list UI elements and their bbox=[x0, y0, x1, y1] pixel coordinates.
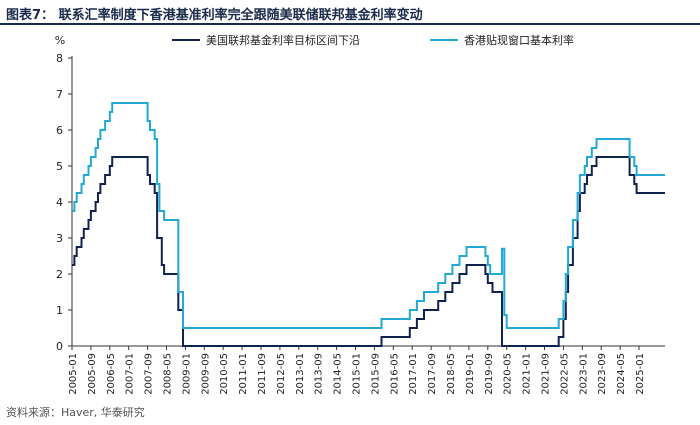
x-tick-label: 2007-09 bbox=[144, 353, 155, 395]
x-tick-label: 2019-01 bbox=[465, 353, 476, 395]
source-note: 资料来源：Haver, 华泰研究 bbox=[6, 406, 145, 419]
x-tick-label: 2009-09 bbox=[200, 353, 211, 395]
y-tick-label: 3 bbox=[56, 232, 63, 245]
x-tick-label: 2005-01 bbox=[68, 353, 79, 395]
y-tick-label: 5 bbox=[56, 160, 63, 173]
x-tick-label: 2011-01 bbox=[238, 353, 249, 395]
x-tick-label: 2023-09 bbox=[597, 353, 608, 395]
x-tick-label: 2014-05 bbox=[333, 353, 344, 395]
x-tick-label: 2012-05 bbox=[276, 353, 287, 395]
figure-title: 图表7： 联系汇率制度下香港基准利率完全跟随美联储联邦基金利率变动 bbox=[6, 8, 423, 23]
x-tick-label: 2021-09 bbox=[541, 353, 552, 395]
x-tick-label: 2017-09 bbox=[427, 353, 438, 395]
x-tick-label: 2015-01 bbox=[352, 353, 363, 395]
legend-label: 美国联邦基金利率目标区间下沿 bbox=[206, 33, 360, 47]
title-rule bbox=[0, 23, 700, 25]
x-tick-label: 2024-05 bbox=[616, 353, 627, 395]
y-axis-unit-label: % bbox=[55, 34, 65, 47]
us-fed-funds-line bbox=[72, 156, 665, 347]
y-tick-label: 8 bbox=[56, 52, 63, 65]
x-tick-label: 2019-09 bbox=[484, 353, 495, 395]
y-tick-label: 7 bbox=[56, 88, 63, 101]
x-tick-label: 2021-01 bbox=[522, 353, 533, 395]
x-tick-label: 2006-05 bbox=[106, 353, 117, 395]
x-tick-label: 2016-05 bbox=[389, 353, 400, 395]
y-tick-label: 2 bbox=[56, 268, 63, 281]
x-tick-label: 2017-01 bbox=[408, 353, 419, 395]
x-tick-label: 2007-01 bbox=[125, 353, 136, 395]
x-tick-label: 2010-05 bbox=[219, 353, 230, 395]
y-tick-label: 4 bbox=[56, 196, 63, 209]
x-tick-label: 2011-09 bbox=[257, 353, 268, 395]
x-tick-label: 2009-01 bbox=[181, 353, 192, 395]
x-tick-label: 2020-05 bbox=[503, 353, 514, 395]
x-tick-label: 2022-05 bbox=[559, 353, 570, 395]
hk-base-rate-line bbox=[72, 102, 665, 329]
x-tick-label: 2005-09 bbox=[87, 353, 98, 395]
y-tick-label: 0 bbox=[56, 340, 63, 353]
legend-label: 香港贴现窗口基本利率 bbox=[464, 33, 574, 47]
figure-header: 图表7： 联系汇率制度下香港基准利率完全跟随美联储联邦基金利率变动 bbox=[0, 0, 700, 26]
x-tick-label: 2008-05 bbox=[163, 353, 174, 395]
x-tick-label: 2018-05 bbox=[446, 353, 457, 395]
x-tick-label: 2013-09 bbox=[314, 353, 325, 395]
x-tick-label: 2025-01 bbox=[635, 353, 646, 395]
x-tick-label: 2023-01 bbox=[578, 353, 589, 395]
x-tick-label: 2015-09 bbox=[370, 353, 381, 395]
x-tick-label: 2013-01 bbox=[295, 353, 306, 395]
y-tick-label: 1 bbox=[56, 304, 63, 317]
y-tick-label: 6 bbox=[56, 124, 63, 137]
line-chart: % 0 1 2 3 4 5 6 7 8 2005-01 2005-09 2006-05 2007-01 20… bbox=[55, 33, 665, 395]
